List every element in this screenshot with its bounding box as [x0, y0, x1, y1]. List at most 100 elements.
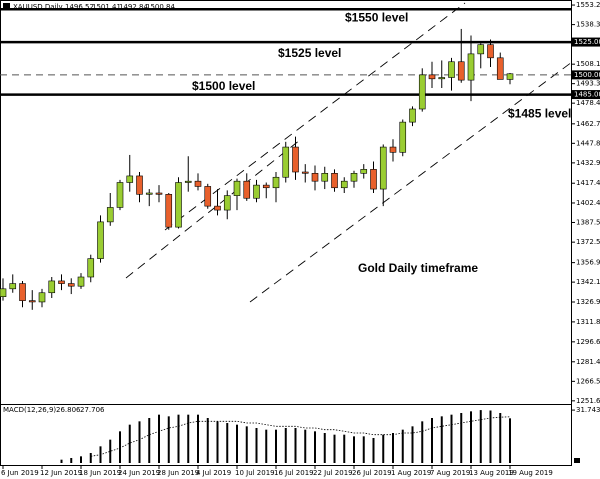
x-tick-label: 22 Jul 2019 [313, 469, 353, 477]
candle-body [292, 146, 299, 173]
macd-header: MACD(12,26,9) 26.806 27.706 [3, 406, 105, 414]
open-value: 1496.52 [65, 3, 94, 11]
symbol-icon [3, 3, 10, 9]
candle-body [126, 175, 134, 183]
y-tick-label: 1478.45 [576, 99, 600, 107]
candle-body [204, 186, 212, 207]
candle-body [87, 258, 95, 278]
candle-body [477, 44, 485, 55]
candle-body [448, 61, 455, 78]
y-tick-label: 1296.60 [576, 338, 600, 346]
candle-body [77, 276, 85, 287]
level-annotation: $1525 level [278, 46, 341, 60]
level-annotation: $1500 level [192, 79, 255, 93]
candle-body [428, 74, 436, 80]
y-tick-label: 1538.30 [576, 21, 600, 29]
candle-body [38, 292, 46, 303]
level-label-box [572, 70, 600, 80]
candle-body [467, 53, 475, 81]
low-value: 1492.84 [119, 3, 148, 11]
y-tick-label: 1417.45 [576, 179, 600, 187]
y-tick-label: 1342.10 [576, 278, 600, 286]
y-tick-label: 1493.30 [576, 80, 600, 88]
y-tick-label: 1372.55 [576, 238, 600, 246]
candle-body [145, 192, 153, 195]
x-tick-label: 12 Jun 2019 [40, 469, 82, 477]
y-tick-label: 1266.50 [576, 377, 600, 385]
x-tick-label: 1 Aug 2019 [391, 469, 431, 477]
level-label-box [572, 37, 600, 47]
x-tick-label: 18 Jun 2019 [79, 469, 121, 477]
candle-body [331, 173, 338, 189]
annotation: Gold Daily timeframe [358, 261, 478, 275]
candle-body [418, 74, 426, 110]
candle-body [496, 57, 504, 80]
level-annotation: $1550 level [345, 10, 408, 24]
candle-body [194, 180, 202, 187]
signal-value: 27.706 [80, 406, 105, 414]
y-tick-label: 1281.40 [576, 358, 600, 366]
candle-body [97, 221, 104, 259]
level-label-box [572, 90, 600, 100]
x-tick-label: 24 Jun 2019 [118, 469, 160, 477]
chart-title: XAUUSD,Daily [13, 3, 63, 11]
candle-body [311, 173, 319, 182]
close-value: 1500.84 [146, 3, 175, 11]
candle-body [370, 169, 377, 190]
candle-body [223, 195, 231, 211]
level-label: 1500.00 [574, 71, 600, 79]
x-tick-label: 26 Jul 2019 [352, 469, 392, 477]
candle-body [389, 146, 397, 153]
candle-body [116, 182, 124, 208]
x-tick-label: 19 Aug 2019 [508, 469, 553, 477]
candle-body [457, 61, 465, 81]
candle-body [106, 207, 114, 223]
candle-body [409, 108, 416, 123]
candle-body [233, 180, 241, 196]
high-value: 1501.41 [92, 3, 121, 11]
candle-body [487, 44, 494, 59]
candle-body [350, 173, 358, 182]
candle-body [301, 171, 309, 174]
x-tick-label: 28 Jun 2019 [157, 469, 199, 477]
candle-body [243, 180, 251, 199]
candle-body [28, 300, 36, 303]
candle-body [506, 73, 514, 80]
candle-body [155, 192, 163, 195]
channel-line [164, 2, 466, 231]
signal-line [90, 416, 511, 457]
y-tick-label: 1387.55 [576, 218, 600, 226]
level-label: 1525.00 [574, 38, 600, 46]
candle-body [253, 184, 260, 199]
candle-body [48, 280, 56, 294]
candle-body [19, 283, 26, 301]
macd-value: 26.806 [56, 406, 81, 414]
trend-channel [125, 2, 573, 303]
y-tick-label: 1251.65 [576, 397, 600, 405]
candle-body [58, 280, 65, 284]
candle-body [272, 176, 280, 189]
y-tick-label: 1432.95 [576, 159, 600, 167]
scale-box [574, 458, 580, 463]
x-tick-label: 7 Aug 2019 [430, 469, 470, 477]
candle-body [184, 180, 192, 183]
x-tick-label: 13 Aug 2019 [469, 469, 514, 477]
y-tick-label: 1326.95 [576, 298, 600, 306]
header: XAUUSD,Daily 1496.52 1501.41 1492.84 150… [3, 3, 175, 11]
candle-body [282, 146, 290, 178]
level-label: 1485.00 [574, 91, 600, 99]
macd-title: MACD(12,26,9) [3, 406, 56, 414]
candle-body [399, 121, 407, 153]
level-annotation: $1485 level [508, 107, 571, 121]
channel-line [125, 139, 301, 279]
y-tick-label: 1508.15 [576, 60, 600, 68]
y-tick-label: 1402.40 [576, 199, 600, 207]
candle-body [67, 283, 75, 287]
x-tick-label: 16 Jul 2019 [274, 469, 314, 477]
candle-body [262, 184, 270, 189]
candle-body [340, 180, 348, 189]
y-tick-label: 1356.95 [576, 259, 600, 267]
candle-body [379, 146, 387, 190]
candle-body [136, 175, 143, 195]
